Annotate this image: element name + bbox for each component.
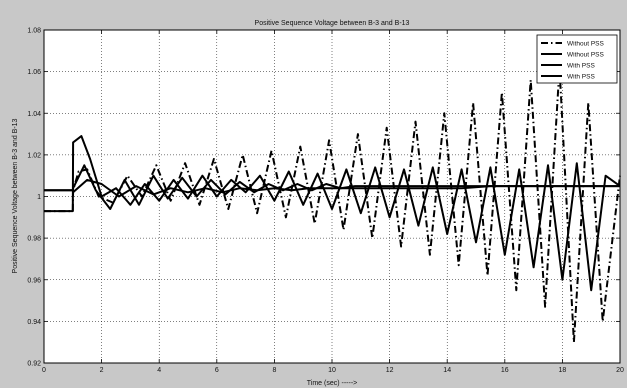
y-tick-label: 1.08 [27, 28, 41, 35]
y-tick-label: 1.02 [27, 152, 41, 159]
series-group [44, 66, 621, 344]
series-line-4 [44, 178, 620, 198]
x-tick-label: 6 [215, 367, 219, 374]
y-tick-label: 0.96 [27, 277, 41, 284]
x-tick-label: 8 [272, 367, 276, 374]
y-tick-label: 0.92 [27, 361, 41, 368]
legend-label-4: With PSS [567, 74, 595, 81]
x-tick-label: 18 [559, 367, 567, 374]
x-axis-label: Time (sec) -----> [307, 380, 357, 387]
y-tick-label: 0.94 [27, 319, 41, 326]
y-tick-label: 0.98 [27, 236, 41, 243]
y-axis-label: Positive Sequence Voltage between B-3 an… [12, 118, 19, 273]
axis-ticks: 0 2 4 6 8 10 12 14 16 18 20 0.92 0.94 0.96 0.98 1 1.02 1.… [27, 28, 624, 375]
x-tick-label: 10 [328, 367, 336, 374]
legend-label-3: With PSS [567, 63, 595, 70]
y-tick-label: 1.06 [27, 69, 41, 76]
legend-label-1: Without PSS [567, 41, 605, 48]
x-tick-label: 14 [443, 367, 451, 374]
x-tick-label: 12 [386, 367, 394, 374]
y-tick-label: 1.04 [27, 111, 41, 118]
x-tick-label: 20 [616, 367, 624, 374]
chart-title: Positive Sequence Voltage between B-3 an… [255, 20, 410, 27]
x-tick-label: 0 [42, 367, 46, 374]
x-tick-label: 4 [157, 367, 161, 374]
x-tick-label: 16 [501, 367, 509, 374]
legend: Without PSS Without PSS With PSS With PSS [536, 34, 618, 84]
x-tick-label: 2 [100, 367, 104, 374]
y-tick-label: 1 [37, 194, 41, 201]
legend-label-2: Without PSS [567, 52, 605, 59]
